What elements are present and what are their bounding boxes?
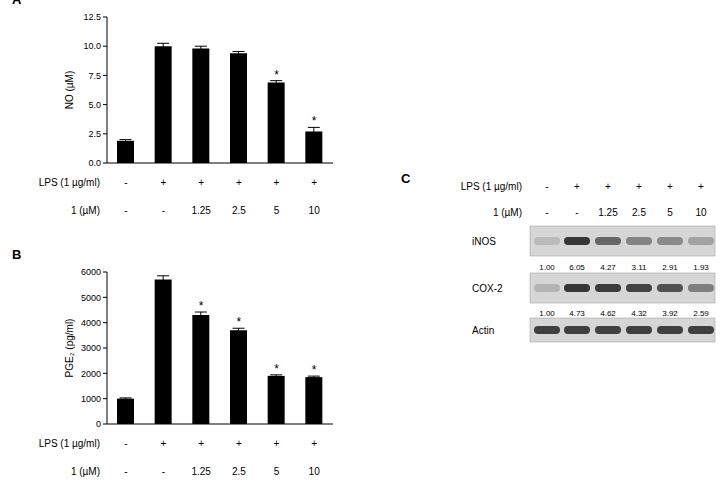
svg-text:5000: 5000	[81, 293, 101, 303]
svg-text:6.05: 6.05	[569, 263, 585, 272]
html-text:1 (µM): 1 (µM)	[70, 205, 100, 216]
svg-text:10: 10	[309, 205, 321, 216]
svg-text:*: *	[199, 299, 204, 313]
svg-text:+: +	[311, 438, 317, 449]
svg-text:*: *	[312, 363, 317, 377]
svg-text:LPS (1 µg/ml): LPS (1 µg/ml)	[461, 181, 522, 192]
html-text:B: B	[12, 247, 22, 262]
svg-text:10: 10	[695, 207, 707, 218]
svg-text:-: -	[162, 205, 165, 216]
svg-text:COX-2: COX-2	[472, 283, 503, 294]
svg-text:4000: 4000	[81, 318, 101, 328]
svg-text:+: +	[198, 438, 204, 449]
svg-text:6000: 6000	[81, 267, 101, 277]
svg-text:*: *	[236, 315, 241, 329]
svg-text:-: -	[575, 207, 578, 218]
svg-text:0.0: 0.0	[88, 158, 101, 168]
svg-text:+: +	[667, 181, 673, 192]
svg-text:*: *	[274, 68, 279, 82]
svg-text:4.73: 4.73	[569, 309, 585, 318]
svg-text:2.5: 2.5	[632, 207, 646, 218]
svg-text:+: +	[605, 181, 611, 192]
svg-text:5.0: 5.0	[88, 100, 101, 110]
svg-text:7.5: 7.5	[88, 71, 101, 81]
svg-text:5: 5	[667, 207, 673, 218]
svg-text:4.32: 4.32	[631, 309, 647, 318]
svg-text:4.62: 4.62	[600, 309, 616, 318]
svg-text:1.93: 1.93	[693, 263, 709, 272]
svg-text:-: -	[124, 466, 127, 477]
svg-text:+: +	[274, 438, 280, 449]
svg-text:10: 10	[309, 466, 321, 477]
svg-text:2000: 2000	[81, 369, 101, 379]
svg-text:1 (µM): 1 (µM)	[493, 207, 522, 218]
svg-text:0: 0	[96, 419, 101, 429]
svg-text:1.25: 1.25	[598, 207, 618, 218]
svg-text:2.91: 2.91	[662, 263, 678, 272]
svg-text:1.00: 1.00	[539, 263, 555, 272]
svg-text:-: -	[545, 181, 548, 192]
html-text:LPS (1 µg/ml): LPS (1 µg/ml)	[38, 177, 100, 188]
svg-text:+: +	[236, 438, 242, 449]
svg-text:Actin: Actin	[472, 325, 494, 336]
html-text:1 (µM): 1 (µM)	[70, 466, 100, 477]
svg-text:+: +	[636, 181, 642, 192]
svg-text:2.5: 2.5	[88, 129, 101, 139]
svg-text:12.5: 12.5	[83, 12, 101, 22]
svg-text:10.0: 10.0	[83, 41, 101, 51]
svg-text:2.5: 2.5	[232, 466, 246, 477]
svg-text:1.25: 1.25	[191, 205, 211, 216]
svg-text:+: +	[161, 177, 167, 188]
svg-text:2.59: 2.59	[693, 309, 709, 318]
svg-text:1.00: 1.00	[539, 309, 555, 318]
svg-text:*: *	[274, 362, 279, 376]
svg-text:C: C	[401, 171, 411, 186]
svg-text:3.92: 3.92	[662, 309, 678, 318]
svg-text:+: +	[274, 177, 280, 188]
html-text:LPS (1 µg/ml): LPS (1 µg/ml)	[38, 438, 100, 449]
svg-text:1.25: 1.25	[191, 466, 211, 477]
svg-text:-: -	[124, 177, 127, 188]
svg-text:NO (µM): NO (µM)	[64, 71, 75, 110]
svg-text:iNOS: iNOS	[472, 236, 496, 247]
svg-text:3.11: 3.11	[632, 263, 648, 272]
svg-text:+: +	[198, 177, 204, 188]
svg-text:-: -	[124, 205, 127, 216]
svg-text:*: *	[312, 114, 317, 128]
svg-text:5: 5	[274, 205, 280, 216]
svg-text:+: +	[236, 177, 242, 188]
svg-text:1000: 1000	[81, 394, 101, 404]
svg-text:-: -	[162, 466, 165, 477]
svg-text:+: +	[161, 438, 167, 449]
svg-text:+: +	[698, 181, 704, 192]
svg-text:3000: 3000	[81, 343, 101, 353]
svg-text:+: +	[311, 177, 317, 188]
svg-text:2.5: 2.5	[232, 205, 246, 216]
svg-text:4.27: 4.27	[600, 263, 616, 272]
svg-text:PGE₂ (pg/ml): PGE₂ (pg/ml)	[64, 319, 75, 378]
svg-text:+: +	[574, 181, 580, 192]
svg-text:-: -	[545, 207, 548, 218]
svg-text:5: 5	[274, 466, 280, 477]
svg-text:-: -	[124, 438, 127, 449]
